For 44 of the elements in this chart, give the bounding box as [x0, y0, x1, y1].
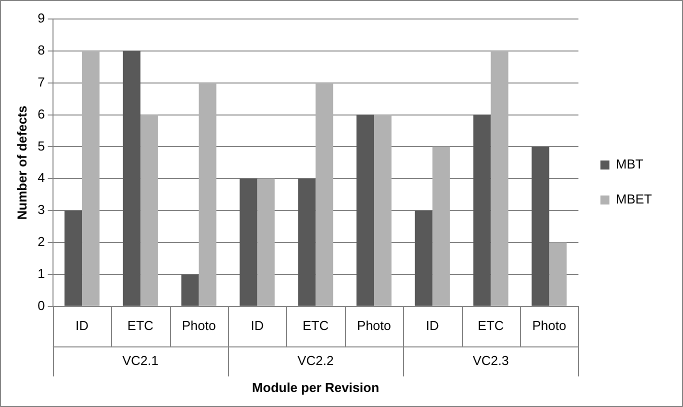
x-tick-label: ID	[250, 318, 264, 333]
y-tick-label: 0	[38, 298, 45, 313]
bar	[140, 114, 158, 306]
bar	[473, 114, 491, 306]
bar	[549, 242, 567, 306]
y-tick-label: 7	[38, 74, 45, 90]
bar	[82, 50, 100, 306]
y-tick-label: 8	[38, 42, 45, 58]
bar	[257, 178, 275, 306]
y-tick-label: 3	[38, 202, 45, 218]
bar	[414, 210, 432, 306]
x-tick-label: ID	[426, 318, 439, 333]
x-tick-label: ID	[76, 318, 89, 333]
bar	[240, 178, 258, 306]
legend-label: MBET	[616, 192, 652, 207]
bar	[490, 50, 508, 306]
bar	[532, 146, 550, 306]
text: VC2.2	[298, 352, 334, 368]
bar	[298, 178, 316, 306]
text: VC2.1	[122, 352, 158, 368]
bar	[122, 50, 140, 306]
y-tick-label: 2	[38, 234, 45, 250]
x-tick-label: ETC	[127, 318, 154, 333]
x-tick-label: Photo	[357, 318, 391, 333]
bar	[198, 82, 216, 306]
x-axis-title: Module per Revision	[252, 380, 380, 395]
x-tick-label: Photo	[182, 318, 216, 333]
y-tick-label: 6	[38, 106, 45, 122]
x-tick-label: ETC	[478, 318, 504, 333]
bar	[181, 274, 199, 306]
y-tick-label: 1	[38, 266, 45, 282]
y-tick-label: 5	[38, 138, 45, 154]
bar	[432, 146, 450, 306]
bar	[374, 114, 392, 306]
x-tick-label: ETC	[302, 318, 329, 333]
text: VC2.3	[472, 352, 509, 368]
x-tick-label: Photo	[532, 318, 566, 333]
bar	[64, 210, 82, 306]
bar	[316, 82, 334, 306]
bar	[356, 114, 374, 306]
y-tick-label: 9	[38, 10, 45, 26]
y-tick-label: 4	[38, 170, 45, 186]
y-axis-title: Number of defects	[14, 106, 30, 220]
legend-label: MBT	[616, 156, 644, 172]
